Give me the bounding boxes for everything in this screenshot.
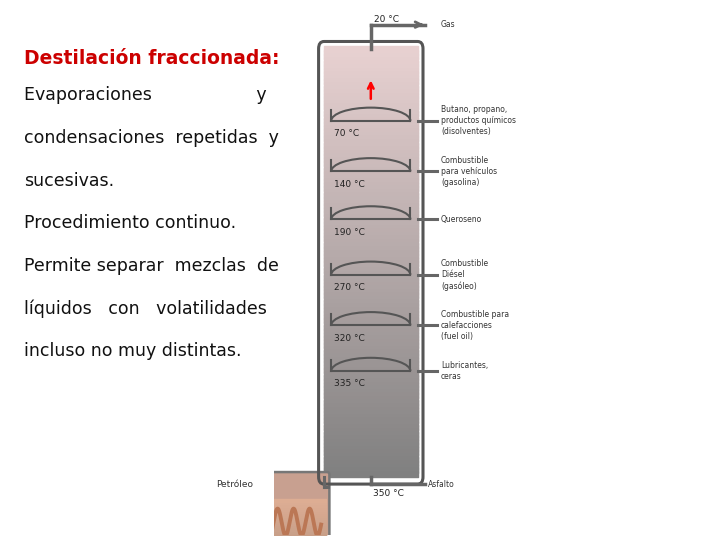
Text: 270 °C: 270 °C bbox=[334, 283, 365, 292]
Text: Gas: Gas bbox=[441, 20, 456, 29]
Text: Evaporaciones                   y: Evaporaciones y bbox=[24, 86, 267, 104]
Text: Butano, propano,
productos químicos
(disolventes): Butano, propano, productos químicos (dis… bbox=[441, 105, 516, 137]
Text: 190 °C: 190 °C bbox=[334, 228, 365, 237]
FancyBboxPatch shape bbox=[246, 472, 330, 540]
Text: 320 °C: 320 °C bbox=[334, 334, 365, 342]
Text: Combustible para
calefacciones
(fuel oil): Combustible para calefacciones (fuel oil… bbox=[441, 310, 509, 341]
Text: Petróleo: Petróleo bbox=[216, 480, 253, 489]
Text: condensaciones  repetidas  y: condensaciones repetidas y bbox=[24, 129, 279, 147]
Text: Queroseno: Queroseno bbox=[441, 215, 482, 224]
Text: 140 °C: 140 °C bbox=[334, 180, 365, 188]
Text: incluso no muy distintas.: incluso no muy distintas. bbox=[24, 342, 242, 360]
Text: 350 °C: 350 °C bbox=[373, 489, 403, 498]
Text: líquidos   con   volatilidades: líquidos con volatilidades bbox=[24, 300, 267, 318]
Text: Asfalto: Asfalto bbox=[428, 480, 455, 489]
Text: Procedimiento continuo.: Procedimiento continuo. bbox=[24, 214, 236, 232]
Text: 20 °C: 20 °C bbox=[374, 15, 400, 24]
Text: Lubricantes,
ceras: Lubricantes, ceras bbox=[441, 361, 488, 381]
Text: Destilación fraccionada:: Destilación fraccionada: bbox=[24, 49, 279, 68]
Text: Combustible
para vehículos
(gasolina): Combustible para vehículos (gasolina) bbox=[441, 156, 497, 187]
Text: sucesivas.: sucesivas. bbox=[24, 172, 114, 190]
Text: Permite separar  mezclas  de: Permite separar mezclas de bbox=[24, 257, 279, 275]
Text: Combustible
Diésel
(gasóleo): Combustible Diésel (gasóleo) bbox=[441, 259, 489, 291]
Text: 70 °C: 70 °C bbox=[334, 129, 359, 138]
Text: 335 °C: 335 °C bbox=[334, 379, 365, 388]
